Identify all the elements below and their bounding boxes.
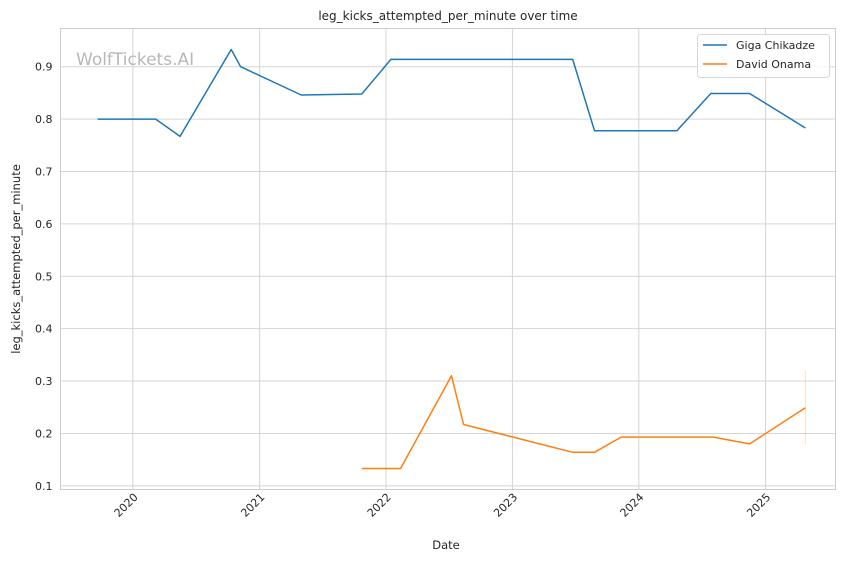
y-tick-labels: 0.1 0.2 0.3 0.4 0.5 0.6 0.7 0.8 0.9 — [35, 61, 53, 493]
legend: Giga Chikadze David Onama — [697, 34, 830, 78]
y-tick-label: 0.2 — [35, 427, 53, 440]
legend-label-david-onama: David Onama — [736, 58, 811, 71]
watermark: WolfTickets.AI — [76, 50, 194, 70]
y-tick-label: 0.7 — [35, 166, 53, 179]
y-tick-label: 0.8 — [35, 113, 53, 126]
y-tick-label: 0.4 — [35, 323, 53, 336]
y-tick-label: 0.3 — [35, 375, 53, 388]
legend-label-giga-chikadze: Giga Chikadze — [736, 39, 815, 52]
y-tick-label: 0.6 — [35, 218, 53, 231]
chart-title: leg_kicks_attempted_per_minute over time — [318, 9, 577, 23]
grid-lines — [60, 28, 836, 490]
series-line-david-onama — [361, 375, 806, 470]
series-line-giga-chikadze — [97, 48, 806, 138]
plot-frame — [60, 28, 836, 490]
y-tick-label: 0.1 — [35, 480, 53, 493]
y-tick-label: 0.9 — [35, 61, 53, 74]
series-lines — [97, 48, 806, 470]
x-axis-title: Date — [432, 538, 460, 552]
y-axis-title: leg_kicks_attempted_per_minute — [9, 164, 23, 354]
legend-box — [697, 34, 830, 78]
y-tick-label: 0.5 — [35, 270, 53, 283]
